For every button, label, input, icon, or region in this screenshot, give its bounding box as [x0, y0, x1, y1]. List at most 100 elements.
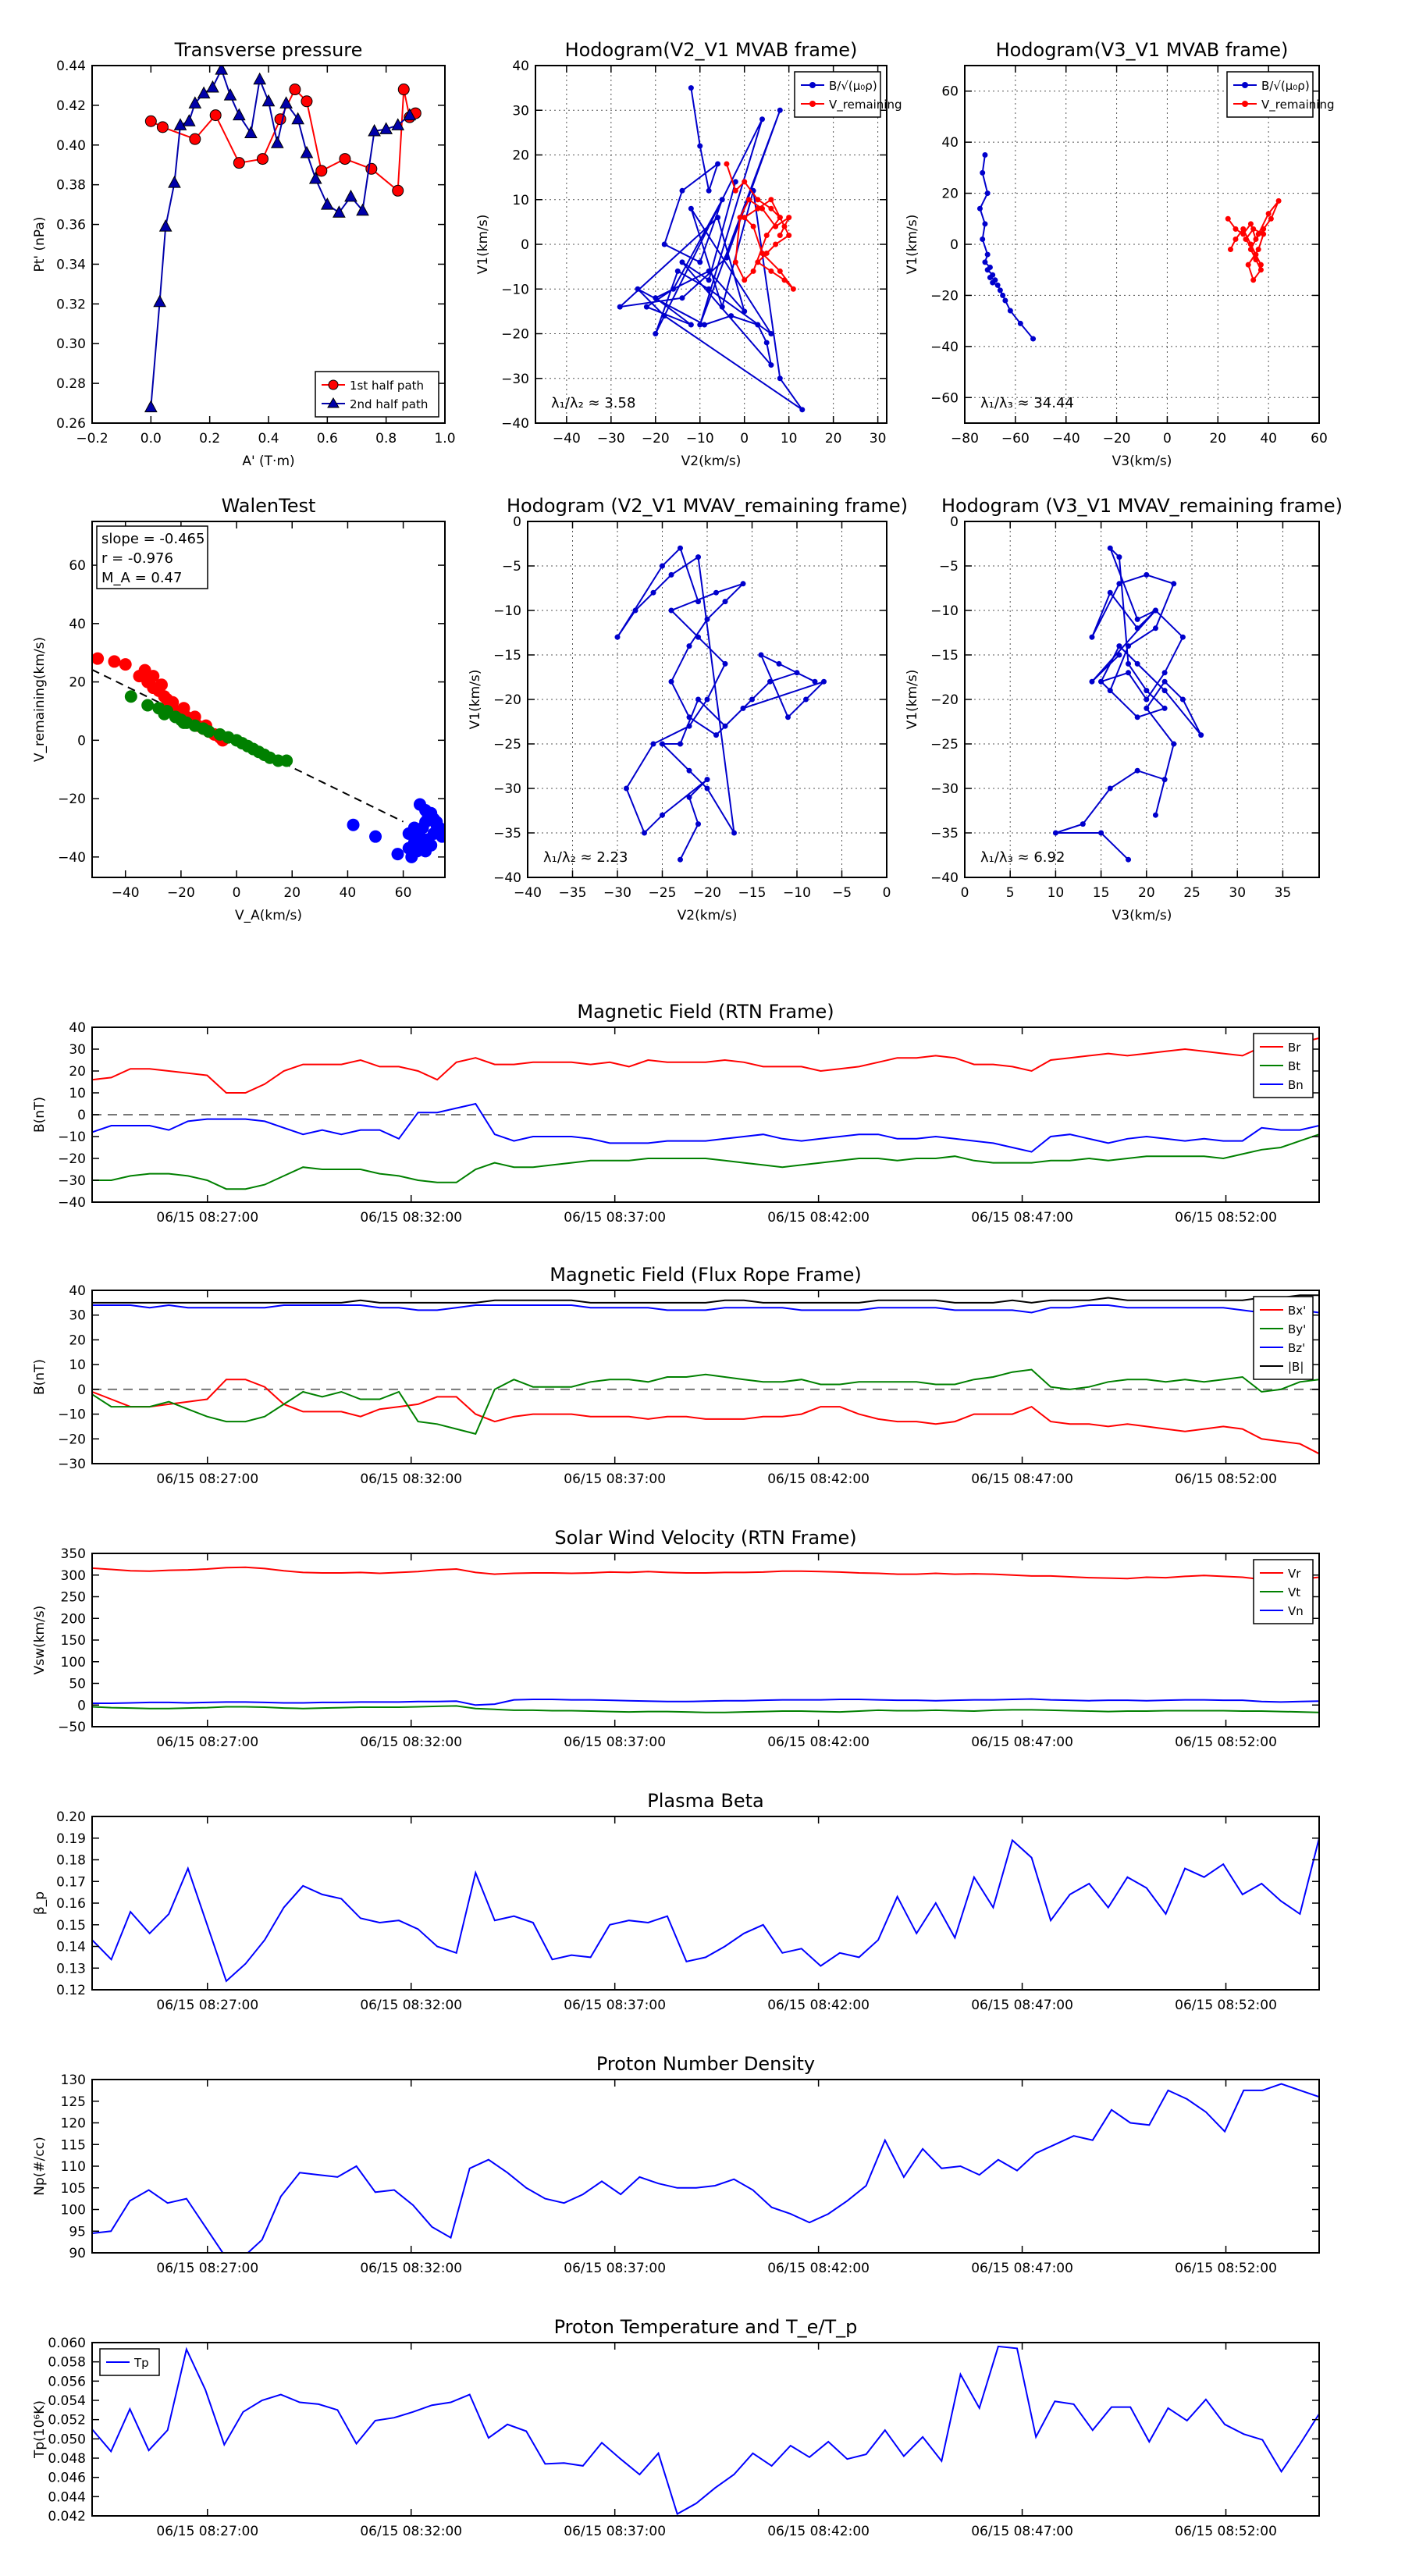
stats-box	[96, 525, 208, 589]
data-point	[722, 599, 728, 605]
y-tick-label: 60	[941, 84, 959, 100]
x-tick-label: 25	[1183, 885, 1200, 901]
data-point	[695, 554, 701, 560]
y-tick-label: −30	[493, 781, 521, 797]
data-point	[315, 165, 328, 177]
data-point	[987, 275, 993, 281]
x-tick-label: 30	[1229, 885, 1246, 901]
data-point	[1080, 821, 1086, 827]
data-point	[755, 205, 761, 212]
data-point	[215, 66, 229, 75]
x-tick-label: 06/15 08:42:00	[767, 1735, 870, 1750]
legend-label: V_remaining	[1261, 98, 1335, 112]
data-point	[1134, 616, 1140, 622]
x-tick-label: −20	[1103, 431, 1131, 447]
data-point	[679, 295, 685, 301]
y-tick-label: 30	[512, 103, 529, 119]
data-point	[668, 607, 674, 614]
data-point	[737, 215, 743, 221]
x-tick-label: −20	[167, 885, 195, 901]
data-point	[688, 85, 694, 91]
y-tick-label: 0.19	[56, 1831, 86, 1847]
y-tick-label: 0	[950, 514, 959, 530]
data-point	[173, 118, 187, 130]
y-axis-label: V_remaining(km/s)	[32, 637, 48, 762]
data-point	[379, 122, 393, 134]
y-tick-label: −30	[501, 372, 529, 387]
data-point	[1152, 812, 1158, 818]
axes-frame	[91, 1816, 1320, 1991]
data-point	[755, 197, 761, 203]
data-point	[643, 304, 649, 310]
y-axis-label: B(nT)	[32, 1359, 48, 1395]
y-tick-label: 0.054	[48, 2393, 86, 2409]
data-point	[1052, 830, 1058, 836]
data-point	[1253, 236, 1259, 242]
y-tick-label: −20	[58, 1151, 86, 1167]
data-point	[719, 304, 725, 310]
series-line-1sthalfpath	[150, 87, 416, 193]
data-point	[1261, 231, 1267, 237]
data-point	[1144, 696, 1150, 703]
y-tick-label: −10	[58, 1407, 86, 1423]
x-tick-label: 20	[1209, 431, 1226, 447]
data-point	[679, 187, 685, 194]
data-point	[984, 267, 991, 273]
y-tick-label: 350	[61, 1546, 86, 1562]
y-tick-label: 30	[69, 1042, 86, 1058]
data-point	[1116, 652, 1122, 658]
data-point	[206, 80, 219, 93]
data-point	[1089, 634, 1095, 640]
y-tick-label: 40	[69, 1020, 86, 1036]
x-axis-label: V3(km/s)	[1112, 454, 1172, 469]
data-point	[686, 714, 692, 720]
chart-title: Transverse pressure	[174, 39, 363, 61]
y-tick-label: −10	[501, 282, 529, 297]
data-point	[773, 241, 779, 247]
data-point	[678, 856, 683, 863]
chart-title: Magnetic Field (RTN Frame)	[577, 1001, 834, 1023]
legend-label: B/√(μ₀ρ)	[829, 79, 877, 93]
axes-frame	[91, 2079, 1320, 2254]
x-tick-label: 06/15 08:27:00	[156, 1210, 258, 1226]
data-point	[1030, 336, 1037, 342]
y-tick-label: 0.36	[56, 218, 86, 233]
y-tick-label: 0.042	[48, 2509, 86, 2524]
scatter-point	[369, 830, 382, 843]
data-point	[1198, 732, 1204, 738]
chart-10: Proton Number Density 06/15 08:27:00 06/15…	[32, 2053, 1320, 2276]
data-point	[740, 705, 746, 711]
data-point	[722, 660, 728, 667]
series-group	[92, 1838, 1319, 1983]
legend-label: By'	[1288, 1322, 1306, 1336]
data-point	[1171, 581, 1177, 587]
y-tick-label: 40	[69, 617, 86, 632]
y-tick-label: 0.060	[48, 2336, 86, 2351]
y-axis-label: β_p	[32, 1891, 48, 1915]
data-point	[674, 268, 681, 274]
y-tick-label: 10	[69, 1086, 86, 1101]
legend-box	[1226, 71, 1314, 118]
data-point	[803, 696, 809, 703]
data-point	[209, 109, 222, 122]
data-point	[715, 215, 721, 221]
scatter-point	[430, 815, 443, 828]
data-point	[704, 616, 710, 622]
series-line-beta	[92, 1838, 1319, 1983]
x-tick-label: −15	[738, 885, 767, 901]
legend-label: Bt	[1288, 1059, 1300, 1073]
data-point	[997, 287, 1003, 294]
data-point	[745, 197, 752, 203]
y-tick-label: 0.44	[56, 59, 86, 74]
data-point	[777, 375, 783, 382]
y-tick-label: 0	[513, 514, 521, 530]
data-point	[403, 108, 417, 121]
chart-1: Hodogram(V2_V1 MVAB frame) −40 −30 −20 −10 0 1…	[475, 39, 902, 469]
chart-3: WalenTest −40 −20 0 20 40 60 −40 −20 0 20 40 60 V_A(k…	[32, 495, 446, 923]
series-group	[617, 85, 806, 413]
scatter-point	[391, 848, 404, 861]
data-point	[344, 189, 357, 202]
x-tick-label: 06/15 08:52:00	[1175, 1735, 1277, 1750]
data-point	[1116, 581, 1122, 587]
y-tick-label: 0.30	[56, 336, 86, 352]
